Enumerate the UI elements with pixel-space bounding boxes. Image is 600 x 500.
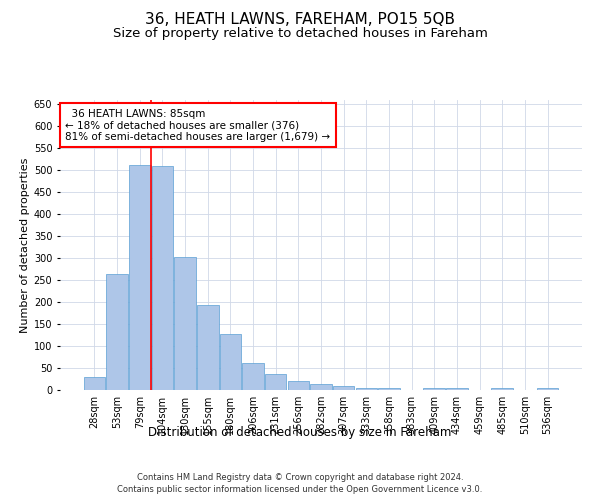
Bar	[220, 334, 241, 390]
Bar	[333, 386, 355, 390]
Text: 36 HEATH LAWNS: 85sqm
← 18% of detached houses are smaller (376)
81% of semi-det: 36 HEATH LAWNS: 85sqm ← 18% of detached …	[65, 108, 331, 142]
Bar	[356, 388, 377, 390]
Bar	[129, 164, 151, 390]
Bar	[84, 377, 105, 390]
Text: Contains public sector information licensed under the Open Government Licence v3: Contains public sector information licen…	[118, 484, 482, 494]
Y-axis label: Number of detached properties: Number of detached properties	[20, 158, 29, 332]
Bar	[152, 166, 173, 390]
Bar	[175, 258, 196, 390]
Bar	[197, 305, 218, 390]
Text: Distribution of detached houses by size in Fareham: Distribution of detached houses by size …	[148, 426, 452, 439]
Bar	[378, 388, 400, 390]
Bar	[310, 384, 332, 390]
Bar	[287, 381, 309, 390]
Text: 36, HEATH LAWNS, FAREHAM, PO15 5QB: 36, HEATH LAWNS, FAREHAM, PO15 5QB	[145, 12, 455, 28]
Text: Size of property relative to detached houses in Fareham: Size of property relative to detached ho…	[113, 28, 487, 40]
Bar	[265, 374, 286, 390]
Bar	[537, 388, 558, 390]
Bar	[242, 363, 264, 390]
Bar	[106, 274, 128, 390]
Text: Contains HM Land Registry data © Crown copyright and database right 2024.: Contains HM Land Registry data © Crown c…	[137, 473, 463, 482]
Bar	[446, 388, 467, 390]
Bar	[424, 388, 445, 390]
Bar	[491, 388, 513, 390]
